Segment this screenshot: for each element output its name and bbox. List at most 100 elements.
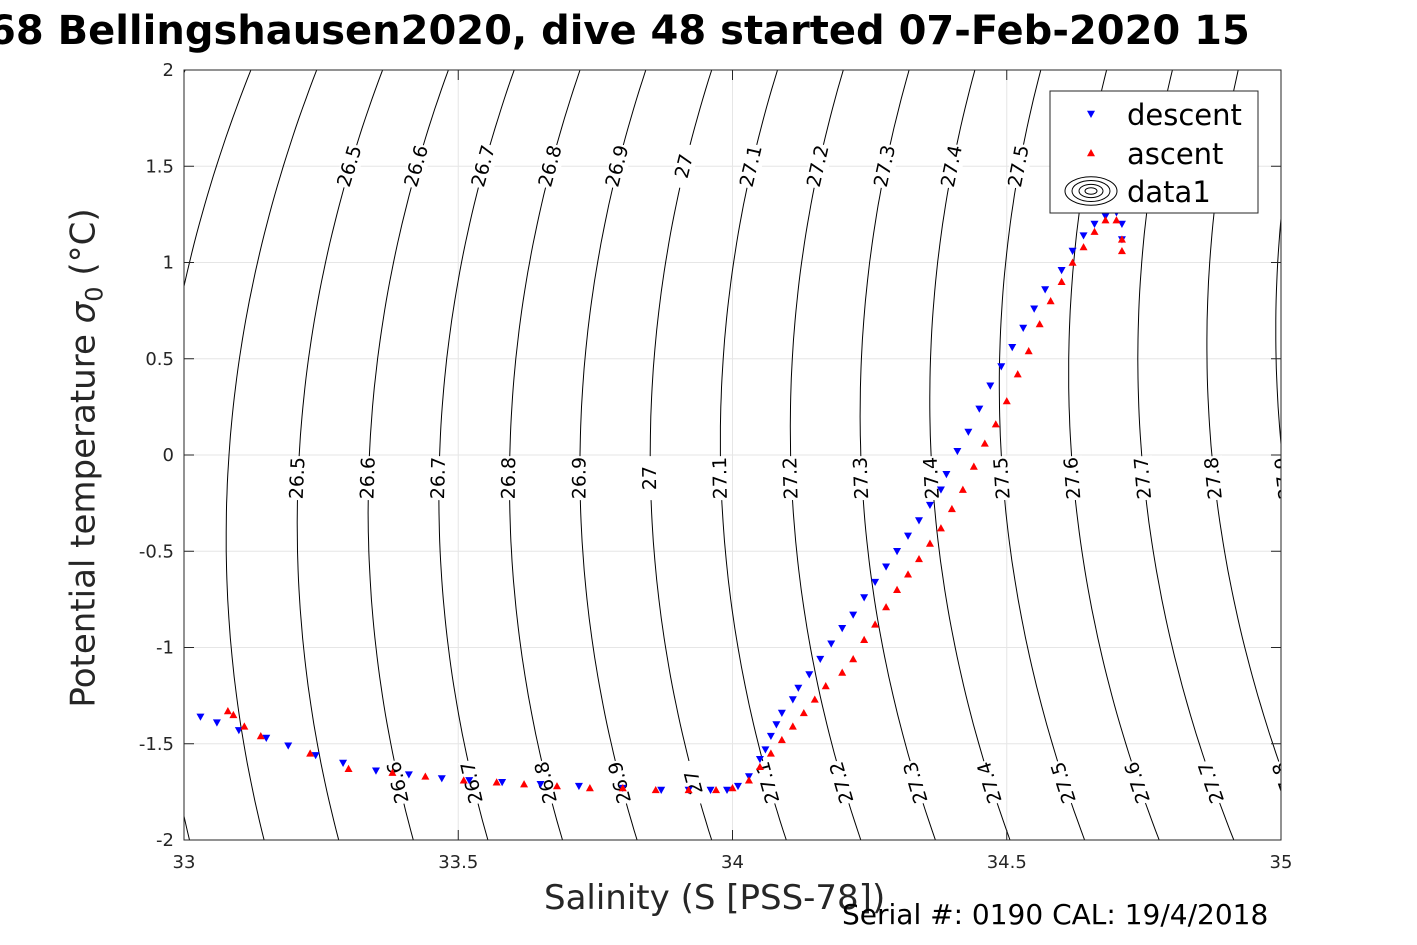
contour-label-bg [640, 455, 661, 501]
x-tick-label: 33.5 [438, 852, 478, 873]
contour-label-bg [900, 758, 933, 807]
ascent-point [492, 778, 501, 786]
contour-label-bg [753, 758, 785, 807]
isopycnal-28 [1345, 60, 1417, 849]
legend-ascent-marker [1087, 149, 1095, 157]
contour-label: 26.9 [568, 457, 590, 499]
isopycnal-26.6 [367, 70, 449, 840]
isopycnal-27.3 [859, 70, 936, 840]
ascent-point [684, 785, 693, 794]
contour-label-bg [1121, 758, 1155, 807]
descent-point [196, 713, 205, 721]
isopycnal-26.9 [579, 70, 647, 840]
contour-label-bg [428, 455, 450, 501]
descent-point [657, 786, 666, 794]
contour-label: 26.7 [467, 143, 500, 190]
ascent-point [969, 462, 978, 470]
contour-label: 27.9 [1271, 456, 1298, 501]
ascent-point [552, 782, 561, 790]
contour-label: 26.6 [383, 759, 413, 805]
x-tick-label: 34 [721, 852, 744, 873]
contour-label-bg [334, 142, 367, 191]
descent-point [311, 752, 320, 760]
isopycnal-27.4 [929, 70, 1011, 840]
ascent-point [810, 695, 819, 703]
y-tick-label: 1.5 [145, 156, 174, 177]
descent-point [849, 611, 858, 619]
contour-label: 26.7 [427, 457, 450, 500]
ticks [183, 69, 1282, 841]
ascent-point [755, 762, 764, 771]
descent-point [1041, 286, 1050, 294]
descent-point [953, 447, 962, 456]
x-tick-label: 33 [173, 852, 196, 873]
descent-point [986, 382, 995, 390]
contour-label-bg [605, 758, 636, 807]
contour-label: 27.7 [1194, 759, 1229, 806]
ascent-point [1068, 258, 1077, 266]
x-axis-label: Salinity (S [PSS-78]) [544, 878, 886, 918]
contour-label-bg [499, 455, 520, 501]
legend-label-ascent: ascent [1127, 137, 1223, 171]
ascent-point [1013, 370, 1022, 378]
contour-label: 27.2 [826, 759, 859, 806]
descent-point [371, 767, 380, 775]
y-tick-label: 2 [163, 60, 174, 81]
ascent-point [1101, 216, 1110, 224]
ascent-point [728, 784, 737, 792]
descent-point [339, 759, 348, 767]
descent-point [212, 719, 221, 727]
descent-point [794, 684, 803, 692]
ascent-point [388, 768, 397, 776]
contour-label: 27.8 [1201, 456, 1227, 500]
contour-label-bg [569, 456, 590, 501]
legend-contour-icon [1084, 187, 1098, 195]
ascent-point [459, 776, 468, 784]
contour-label: 27.5 [1004, 143, 1034, 189]
contour-label: 27.4 [973, 759, 1007, 806]
contour-label-bg [826, 758, 859, 807]
descent-point [942, 471, 951, 479]
contour-label-bg [1341, 143, 1367, 189]
ascent-point [1117, 246, 1126, 255]
isopycnal-27.9 [1275, 213, 1281, 450]
y-tick-label: -1.5 [139, 734, 174, 755]
y-tick-label: -2 [156, 830, 174, 851]
isopycnal-27.1 [719, 70, 787, 840]
ascent-point [838, 668, 847, 676]
contour-label-bg [357, 455, 380, 501]
descent-point [936, 486, 945, 494]
descent-point [860, 594, 869, 602]
descent-point [816, 655, 825, 664]
ascent-point [651, 785, 660, 794]
legend-label-data1: data1 [1127, 175, 1211, 209]
ascent-point [788, 722, 797, 730]
contour-label: 26.8 [498, 457, 520, 500]
ascent-point [618, 784, 627, 792]
y-tick-label: 1 [163, 253, 174, 274]
descent-point [997, 363, 1006, 371]
descent-point [925, 501, 934, 510]
contour-label: 26.6 [356, 457, 379, 500]
isopycnal-27.2 [789, 70, 862, 840]
y-tick-label: -1 [156, 638, 174, 659]
contour-label: 27.4 [937, 143, 967, 189]
contour-labels: 26.5 26.6 26.7 26.8 26.9 27 27.1 27.2 27.3 27.4 27… [286, 142, 1377, 807]
contour-label: 27.1 [709, 457, 732, 500]
contour-label-bg [710, 455, 732, 501]
y-tick-label: -0.5 [139, 541, 174, 562]
ascent-point [777, 735, 786, 744]
series-ascent [223, 216, 1126, 794]
ascent-point [240, 722, 249, 730]
descent-point [536, 780, 545, 789]
contour-label: 27.7 [1130, 456, 1156, 500]
contour-label: 26.8 [531, 759, 562, 805]
legend-label-descent: descent [1127, 98, 1242, 132]
isopycnal-26.8 [509, 70, 581, 840]
contour-label-bg [780, 455, 803, 501]
contour-label-bg [1343, 758, 1377, 806]
contour-label: 27.8 [1268, 759, 1303, 806]
ascent-point [821, 682, 830, 690]
contour-label: 27.4 [920, 456, 944, 499]
contour-label-bg [938, 142, 967, 190]
